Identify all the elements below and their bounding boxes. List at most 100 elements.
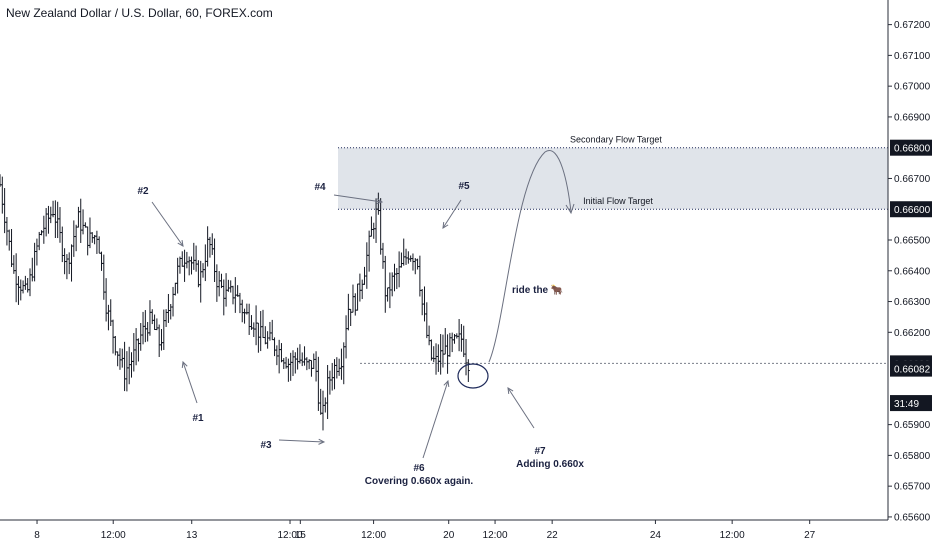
ohlc-bar xyxy=(314,351,318,382)
ohlc-bar xyxy=(169,304,173,320)
ohlc-bar xyxy=(171,286,175,317)
annotation-3-label: #3 xyxy=(260,440,272,451)
ohlc-bar xyxy=(113,335,117,356)
ohlc-bar xyxy=(291,350,295,377)
ohlc-bar xyxy=(159,329,163,351)
arrow-head xyxy=(443,379,450,388)
annotation-7-label: #7 xyxy=(534,446,546,457)
ohlc-bar xyxy=(40,230,44,236)
ohlc-bar xyxy=(176,257,180,294)
x-tick-label: 27 xyxy=(804,530,816,541)
ohlc-bar xyxy=(60,226,64,263)
ohlc-bar xyxy=(210,233,214,255)
ohlc-bar xyxy=(23,275,27,290)
ohlc-bar xyxy=(399,252,403,268)
ohlc-bar xyxy=(386,287,390,302)
zone-rect xyxy=(338,147,888,210)
zone-bottom-label: Initial Flow Target xyxy=(583,196,653,206)
ohlc-bar xyxy=(303,346,307,366)
ohlc-bar xyxy=(383,255,387,313)
ohlc-bar xyxy=(10,228,14,268)
price-badge-label: 31:49 xyxy=(894,399,919,410)
x-tick-label: 15 xyxy=(295,530,307,541)
ohlc-bar xyxy=(130,352,134,378)
ohlc-bar xyxy=(153,314,157,331)
ohlc-bar xyxy=(256,322,260,353)
ohlc-bar xyxy=(349,308,353,327)
ohlc-bar xyxy=(104,278,108,322)
zone-top-label: Secondary Flow Target xyxy=(570,135,662,145)
y-tick-label: 0.67200 xyxy=(894,20,931,31)
ohlc-bar xyxy=(28,268,32,297)
ohlc-bar xyxy=(219,273,223,289)
ohlc-bar xyxy=(277,339,281,374)
ohlc-bar xyxy=(44,208,48,237)
ohlc-bar xyxy=(319,388,323,415)
ohlc-bar xyxy=(21,280,25,294)
ohlc-bar xyxy=(282,358,286,370)
ohlc-bar xyxy=(353,293,357,316)
ohlc-bar xyxy=(441,334,445,368)
ohlc-bar xyxy=(434,343,438,375)
y-tick-label: 0.66200 xyxy=(894,328,931,339)
ohlc-bar xyxy=(217,271,221,297)
ohlc-bar xyxy=(206,226,210,267)
ohlc-bar xyxy=(134,328,138,366)
y-tick-label: 0.65700 xyxy=(894,482,931,493)
arrow-shaft xyxy=(442,199,462,229)
ohlc-bar xyxy=(97,236,101,254)
ohlc-bar xyxy=(192,242,196,270)
ohlc-bar xyxy=(416,258,420,270)
ohlc-bar xyxy=(450,332,454,353)
ohlc-bar xyxy=(0,176,4,214)
ohlc-bar xyxy=(312,353,316,369)
ohlc-bar xyxy=(466,359,470,382)
ohlc-bar xyxy=(238,292,242,314)
y-tick-label: 0.66500 xyxy=(894,236,931,247)
y-tick-label: 0.65800 xyxy=(894,451,931,462)
ohlc-bar xyxy=(164,309,168,327)
ohlc-bar xyxy=(26,277,30,293)
ohlc-bar xyxy=(432,346,436,363)
ohlc-bar xyxy=(367,230,371,272)
ohlc-bar xyxy=(185,251,189,269)
ohlc-bar xyxy=(139,322,143,351)
ohlc-bar xyxy=(173,282,177,296)
ohlc-bar xyxy=(180,251,184,267)
y-tick-label: 0.65900 xyxy=(894,420,931,431)
annotation-5-arrow xyxy=(442,199,462,229)
ohlc-bar xyxy=(286,358,290,382)
x-tick-label: 20 xyxy=(443,530,455,541)
ohlc-bar xyxy=(266,331,270,349)
x-tick-label: 12:00 xyxy=(361,530,386,541)
ohlc-bar xyxy=(339,348,343,380)
arrow-head xyxy=(181,360,188,369)
annotations: #2 #1 #3 #4 #5 #6 Covering 0.660x again. #7 Addi… xyxy=(137,150,584,487)
ohlc-bar xyxy=(236,285,240,297)
annotation-7-sublabel: Adding 0.660x xyxy=(516,459,584,470)
ohlc-bar xyxy=(247,303,251,335)
ohlc-bar xyxy=(268,321,272,341)
x-tick-label: 13 xyxy=(186,530,198,541)
y-tick-label: 0.67100 xyxy=(894,51,931,62)
ohlc-bar xyxy=(464,339,468,376)
ohlc-bar xyxy=(35,238,39,266)
arrow-head xyxy=(507,387,514,395)
ohlc-bar xyxy=(14,253,18,303)
ohlc-bar xyxy=(321,390,325,431)
annotation-2-arrow xyxy=(151,201,184,247)
y-tick-label: 0.66400 xyxy=(894,266,931,277)
ohlc-bar xyxy=(358,273,362,302)
ohlc-bar xyxy=(213,238,217,283)
ohlc-bar xyxy=(178,256,182,274)
ohlc-bar xyxy=(328,370,332,395)
ohlc-bar xyxy=(72,220,76,257)
ohlc-bar xyxy=(360,279,364,300)
ohlc-bar xyxy=(136,338,140,362)
x-tick-label: 24 xyxy=(650,530,662,541)
ohlc-bar xyxy=(46,205,50,234)
ohlc-bar xyxy=(183,249,187,282)
y-tick-label: 0.66300 xyxy=(894,297,931,308)
